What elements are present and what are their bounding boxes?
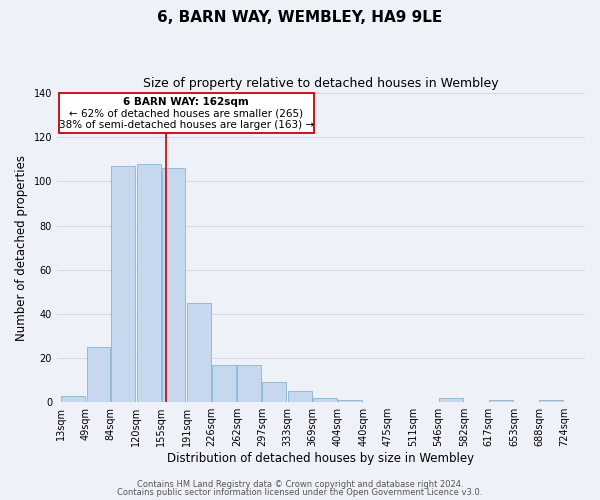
Text: 38% of semi-detached houses are larger (163) →: 38% of semi-detached houses are larger (… bbox=[59, 120, 314, 130]
Bar bbox=[338, 400, 362, 402]
Text: 6, BARN WAY, WEMBLEY, HA9 9LE: 6, BARN WAY, WEMBLEY, HA9 9LE bbox=[157, 10, 443, 25]
Text: Contains HM Land Registry data © Crown copyright and database right 2024.: Contains HM Land Registry data © Crown c… bbox=[137, 480, 463, 489]
Bar bbox=[61, 396, 85, 402]
Bar bbox=[539, 400, 563, 402]
Bar bbox=[439, 398, 463, 402]
Bar bbox=[313, 398, 337, 402]
Bar bbox=[262, 382, 286, 402]
Bar bbox=[112, 166, 135, 402]
Bar bbox=[137, 164, 161, 402]
Bar bbox=[86, 347, 110, 402]
Title: Size of property relative to detached houses in Wembley: Size of property relative to detached ho… bbox=[143, 78, 499, 90]
Text: 6 BARN WAY: 162sqm: 6 BARN WAY: 162sqm bbox=[124, 98, 249, 108]
Bar bbox=[212, 364, 236, 402]
Bar bbox=[489, 400, 513, 402]
Bar bbox=[187, 303, 211, 402]
Text: Contains public sector information licensed under the Open Government Licence v3: Contains public sector information licen… bbox=[118, 488, 482, 497]
Bar bbox=[238, 364, 261, 402]
Bar bbox=[288, 391, 311, 402]
FancyBboxPatch shape bbox=[59, 93, 314, 133]
X-axis label: Distribution of detached houses by size in Wembley: Distribution of detached houses by size … bbox=[167, 452, 475, 465]
Bar bbox=[161, 168, 185, 402]
Y-axis label: Number of detached properties: Number of detached properties bbox=[15, 154, 28, 340]
Text: ← 62% of detached houses are smaller (265): ← 62% of detached houses are smaller (26… bbox=[69, 108, 304, 118]
